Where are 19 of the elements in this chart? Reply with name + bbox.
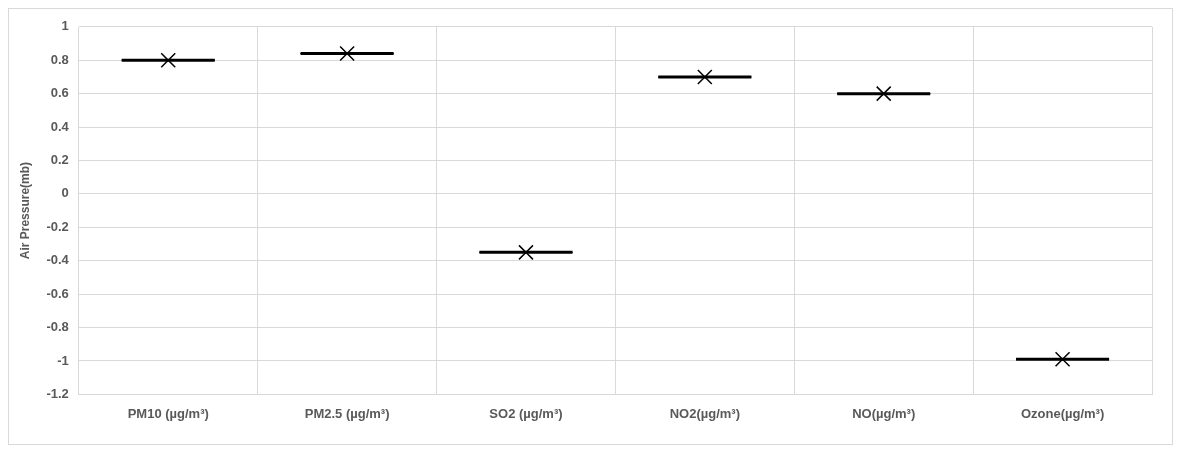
x-tick-label: Ozone(µg/m³) — [1020, 405, 1105, 421]
x-tick-label: NO2(µg/m³) — [669, 405, 740, 421]
x-tick-label: PM2.5 (µg/m³) — [304, 405, 390, 421]
y-tick-label: -0.4 — [46, 252, 70, 268]
y-tick-label: 0.8 — [50, 51, 69, 67]
y-tick-label: 1 — [61, 18, 69, 34]
y-tick-label: -0.8 — [46, 319, 69, 335]
y-tick-label: 0.6 — [50, 85, 69, 101]
y-tick-label: -0.6 — [46, 285, 69, 301]
y-axis-title: Air Pressure(mb) — [17, 161, 32, 260]
y-tick-label: -1 — [57, 352, 69, 368]
x-tick-label: NO(µg/m³) — [852, 405, 916, 421]
y-tick-label: 0 — [61, 185, 69, 201]
x-tick-label: PM10 (µg/m³) — [127, 405, 209, 421]
y-tick-label: -1.2 — [46, 385, 69, 401]
y-tick-label: 0.2 — [50, 152, 69, 168]
x-tick-label: SO2 (µg/m³) — [489, 405, 563, 421]
y-tick-label: 0.4 — [50, 118, 70, 134]
y-tick-label: -0.2 — [46, 218, 69, 234]
